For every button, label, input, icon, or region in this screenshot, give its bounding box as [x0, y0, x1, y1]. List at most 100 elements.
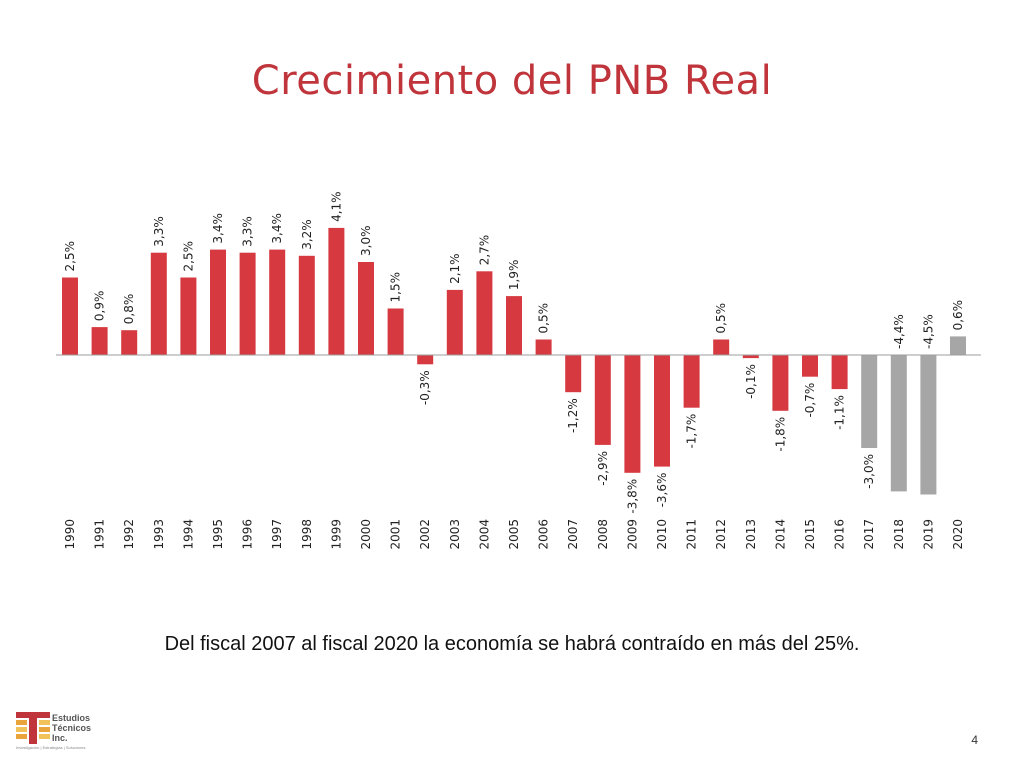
- value-label-2016: -1,1%: [833, 395, 847, 430]
- year-label-2017: 2017: [862, 519, 876, 550]
- bar-chart: 2,5% 0,9% 0,8% 3,3% 2,5% 3,4% 3,3% 3,4% 3,2% 4,1%…: [56, 191, 981, 550]
- bar-2012: [713, 339, 730, 355]
- value-label-2011: -1,7%: [685, 414, 699, 449]
- bar-1997: [269, 249, 286, 355]
- value-label-1993: 3,3%: [152, 216, 166, 247]
- value-label-1992: 0,8%: [122, 294, 136, 325]
- bar-2009: [624, 355, 641, 473]
- value-label-1997: 3,4%: [270, 213, 284, 244]
- value-label-1990: 2,5%: [63, 241, 77, 272]
- year-label-1998: 1998: [300, 519, 314, 550]
- logo-tagline: Investigación | Estrategias | Soluciones: [16, 745, 86, 750]
- value-label-2013: -0,1%: [744, 364, 758, 399]
- year-label-2010: 2010: [655, 519, 669, 550]
- bar-2008: [594, 355, 611, 445]
- year-label-1991: 1991: [93, 519, 107, 550]
- year-label-1996: 1996: [241, 519, 255, 550]
- year-label-2012: 2012: [714, 519, 728, 550]
- year-label-2011: 2011: [685, 519, 699, 550]
- value-label-1996: 3,3%: [241, 216, 255, 247]
- bar-2013: [742, 355, 759, 359]
- bars: [62, 227, 966, 495]
- year-label-2006: 2006: [537, 519, 551, 550]
- value-label-1998: 3,2%: [300, 219, 314, 250]
- value-label-2005: 1,9%: [507, 260, 521, 291]
- bar-1990: [62, 277, 78, 355]
- bar-1994: [180, 277, 197, 355]
- bar-2007: [565, 355, 582, 393]
- value-label-2015: -0,7%: [803, 383, 817, 418]
- value-label-2007: -1,2%: [566, 398, 580, 433]
- year-label-2007: 2007: [566, 519, 580, 550]
- value-label-1999: 4,1%: [329, 191, 343, 222]
- value-label-2018: -4,4%: [892, 314, 906, 349]
- bar-2004: [476, 271, 493, 355]
- value-label-2004: 2,7%: [477, 235, 491, 266]
- logo-line-1: Estudios: [52, 713, 91, 723]
- bar-1995: [210, 249, 226, 355]
- page-number: 4: [971, 733, 978, 747]
- value-label-2009: -3,8%: [625, 479, 639, 514]
- value-label-1994: 2,5%: [181, 241, 195, 272]
- bar-2018: [890, 355, 907, 492]
- value-label-2000: 3,0%: [359, 226, 373, 257]
- bar-2011: [683, 355, 700, 408]
- bar-2006: [535, 339, 552, 355]
- bar-1996: [239, 252, 256, 355]
- value-label-1995: 3,4%: [211, 213, 225, 244]
- year-label-2001: 2001: [389, 519, 403, 550]
- logo-line-3: Inc.: [52, 733, 68, 743]
- year-label-1999: 1999: [329, 519, 343, 550]
- bar-2002: [417, 355, 434, 365]
- year-label-2008: 2008: [596, 519, 610, 550]
- bar-2000: [358, 262, 374, 355]
- year-label-2003: 2003: [448, 519, 462, 550]
- year-label-1990: 1990: [63, 519, 77, 550]
- value-label-2012: 0,5%: [714, 303, 728, 334]
- year-label-2020: 2020: [951, 519, 965, 550]
- year-label-1997: 1997: [270, 519, 284, 550]
- bar-2001: [387, 308, 404, 355]
- year-label-1993: 1993: [152, 519, 166, 550]
- year-label-2018: 2018: [892, 519, 906, 550]
- value-labels: 2,5% 0,9% 0,8% 3,3% 2,5% 3,4% 3,3% 3,4% 3,2% 4,1%…: [63, 191, 965, 513]
- value-label-1991: 0,9%: [93, 291, 107, 322]
- value-label-2003: 2,1%: [448, 253, 462, 284]
- bar-2003: [446, 289, 463, 355]
- bar-2019: [920, 355, 937, 495]
- value-label-2017: -3,0%: [862, 454, 876, 489]
- bar-2020: [950, 336, 966, 355]
- year-label-2015: 2015: [803, 519, 817, 550]
- year-label-2019: 2019: [921, 519, 935, 550]
- value-label-2008: -2,9%: [596, 451, 610, 486]
- value-label-2020: 0,6%: [951, 300, 965, 331]
- year-label-2004: 2004: [477, 519, 491, 550]
- bar-1992: [121, 330, 138, 355]
- bar-2005: [506, 296, 522, 355]
- year-label-2014: 2014: [773, 519, 787, 550]
- page-title: Crecimiento del PNB Real: [251, 58, 773, 104]
- bar-2017: [861, 355, 878, 448]
- year-label-1995: 1995: [211, 519, 225, 550]
- chart-caption: Del fiscal 2007 al fiscal 2020 la econom…: [164, 633, 860, 655]
- value-label-2002: -0,3%: [418, 370, 432, 405]
- year-label-1992: 1992: [122, 519, 136, 550]
- value-label-2014: -1,8%: [773, 417, 787, 452]
- bar-1998: [298, 255, 315, 355]
- year-label-2016: 2016: [833, 519, 847, 550]
- company-logo: Estudios Técnicos Inc. Investigación | E…: [16, 712, 106, 752]
- bar-2014: [772, 355, 789, 411]
- bar-2016: [831, 355, 848, 390]
- bar-1999: [328, 227, 345, 355]
- year-label-2009: 2009: [625, 519, 639, 550]
- year-label-2002: 2002: [418, 519, 432, 550]
- bar-2010: [654, 355, 670, 467]
- year-tick-labels: 1990 1991 1992 1993 1994 1995 1996 1997 1998 1999…: [63, 519, 965, 550]
- value-label-2001: 1,5%: [389, 272, 403, 303]
- logo-text: Estudios Técnicos Inc.: [52, 713, 91, 743]
- bar-1993: [150, 252, 167, 355]
- value-label-2006: 0,5%: [537, 303, 551, 334]
- year-label-2000: 2000: [359, 519, 373, 550]
- logo-mark-icon: [16, 712, 50, 744]
- year-label-1994: 1994: [181, 519, 195, 550]
